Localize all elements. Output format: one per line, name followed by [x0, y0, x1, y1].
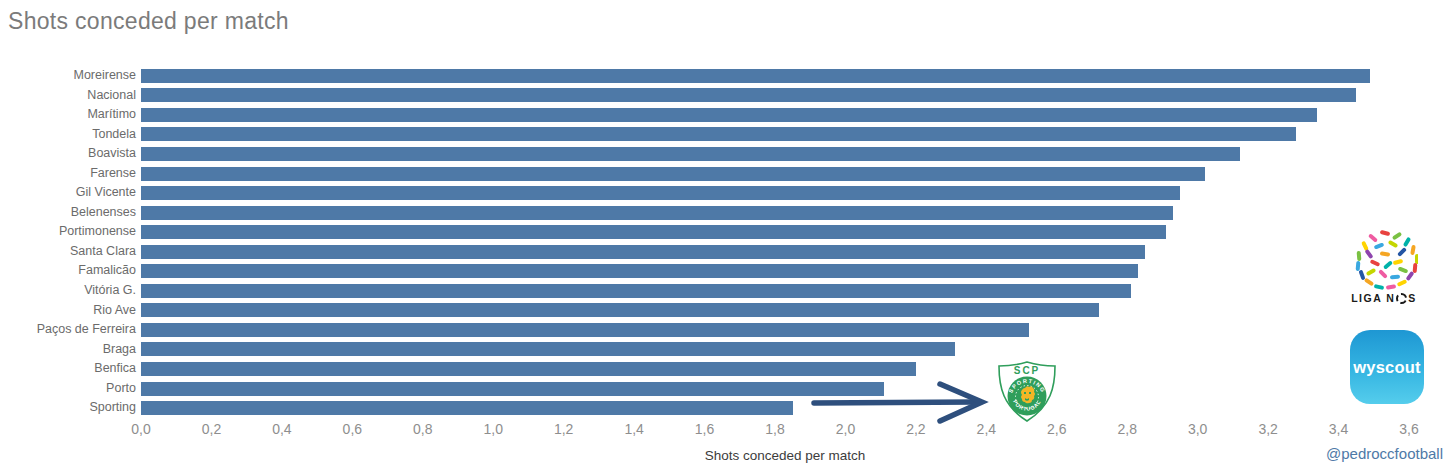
- bar-benfica[interactable]: [141, 362, 916, 376]
- wyscout-wordmark: wyscout: [1353, 358, 1420, 377]
- team-label: Porto: [0, 379, 136, 399]
- bar-row: [141, 301, 1409, 321]
- bar-row: [141, 281, 1409, 301]
- bar-nacional[interactable]: [141, 88, 1356, 102]
- team-label: Gil Vicente: [0, 183, 136, 203]
- liga-nos-confetti-ball-icon: [1350, 230, 1418, 290]
- bar-vit-ria-g-[interactable]: [141, 284, 1131, 298]
- bar-sporting[interactable]: [141, 401, 793, 415]
- bar-rows: [141, 66, 1409, 418]
- wyscout-logo: wyscout: [1350, 330, 1424, 404]
- dashboard: Shots conceded per match MoreirenseNacio…: [0, 0, 1451, 471]
- liga-nos-text-right: S: [1408, 292, 1417, 304]
- x-tick: 2,6: [1047, 421, 1066, 437]
- bar-row: [141, 222, 1409, 242]
- x-tick: 1,8: [765, 421, 784, 437]
- bar-belenenses[interactable]: [141, 206, 1173, 220]
- x-tick: 1,6: [695, 421, 714, 437]
- attribution-handle: @pedroccfootball: [1326, 445, 1443, 462]
- x-tick: 3,4: [1329, 421, 1348, 437]
- bar-row: [141, 125, 1409, 145]
- team-label: Santa Clara: [0, 242, 136, 262]
- x-axis: 0,00,20,40,60,81,01,21,41,61,82,02,22,42…: [141, 421, 1409, 441]
- x-tick: 0,8: [413, 421, 432, 437]
- team-label: Nacional: [0, 86, 136, 106]
- bar-row: [141, 242, 1409, 262]
- team-label: Portimonense: [0, 222, 136, 242]
- bar-row: [141, 164, 1409, 184]
- x-tick: 3,0: [1188, 421, 1207, 437]
- team-label: Marítimo: [0, 105, 136, 125]
- bar-farense[interactable]: [141, 167, 1205, 181]
- team-label: Tondela: [0, 125, 136, 145]
- team-label: Boavista: [0, 144, 136, 164]
- team-label: Braga: [0, 340, 136, 360]
- bar-boavista[interactable]: [141, 147, 1240, 161]
- bar-tondela[interactable]: [141, 127, 1296, 141]
- bar-row: [141, 105, 1409, 125]
- team-label: Vitória G.: [0, 281, 136, 301]
- x-tick: 0,2: [202, 421, 221, 437]
- x-tick: 0,6: [343, 421, 362, 437]
- bar-portimonense[interactable]: [141, 225, 1166, 239]
- team-label: Benfica: [0, 359, 136, 379]
- bar-row: [141, 320, 1409, 340]
- bar-plot: [141, 66, 1409, 418]
- x-tick: 1,2: [554, 421, 573, 437]
- liga-nos-logo: LIGA N S: [1342, 230, 1426, 304]
- team-label: Moreirense: [0, 66, 136, 86]
- team-label: Sporting: [0, 398, 136, 418]
- bar-mar-timo[interactable]: [141, 108, 1317, 122]
- team-label: Rio Ave: [0, 301, 136, 321]
- team-label: Belenenses: [0, 203, 136, 223]
- bar-santa-clara[interactable]: [141, 245, 1145, 259]
- liga-nos-wordmark: LIGA N S: [1342, 292, 1426, 304]
- bar-row: [141, 144, 1409, 164]
- chart-title: Shots conceded per match: [8, 8, 289, 35]
- x-tick: 2,8: [1117, 421, 1136, 437]
- bar-row: [141, 203, 1409, 223]
- liga-nos-o-icon: [1396, 293, 1407, 304]
- liga-nos-text-left: LIGA N: [1351, 292, 1395, 304]
- annotation-arrow-icon: [808, 378, 993, 426]
- bar-row: [141, 66, 1409, 86]
- bar-row: [141, 340, 1409, 360]
- bar-row: [141, 379, 1409, 399]
- x-tick: 0,0: [131, 421, 150, 437]
- team-label: Paços de Ferreira: [0, 320, 136, 340]
- x-tick: 1,0: [483, 421, 502, 437]
- team-label: Farense: [0, 164, 136, 184]
- x-tick: 3,2: [1258, 421, 1277, 437]
- bar-row: [141, 359, 1409, 379]
- bar-porto[interactable]: [141, 382, 884, 396]
- x-axis-title: Shots conceded per match: [151, 448, 1419, 463]
- bar-row: [141, 86, 1409, 106]
- bar-pa-os-de-ferreira[interactable]: [141, 323, 1029, 337]
- bar-gil-vicente[interactable]: [141, 186, 1180, 200]
- x-tick: 3,6: [1399, 421, 1418, 437]
- bar-moreirense[interactable]: [141, 69, 1370, 83]
- bar-row: [141, 183, 1409, 203]
- bar-row: [141, 398, 1409, 418]
- x-tick: 1,4: [624, 421, 643, 437]
- team-labels: MoreirenseNacionalMarítimoTondelaBoavist…: [0, 66, 136, 418]
- bar-famalic-o[interactable]: [141, 264, 1138, 278]
- bar-row: [141, 261, 1409, 281]
- sporting-cp-crest-icon: SCP SPORTING PORTUGAL: [992, 361, 1062, 422]
- bar-rio-ave[interactable]: [141, 303, 1099, 317]
- team-label: Famalicão: [0, 261, 136, 281]
- badge-scp-text: SCP: [1014, 365, 1041, 376]
- bar-braga[interactable]: [141, 342, 955, 356]
- x-tick: 0,4: [272, 421, 291, 437]
